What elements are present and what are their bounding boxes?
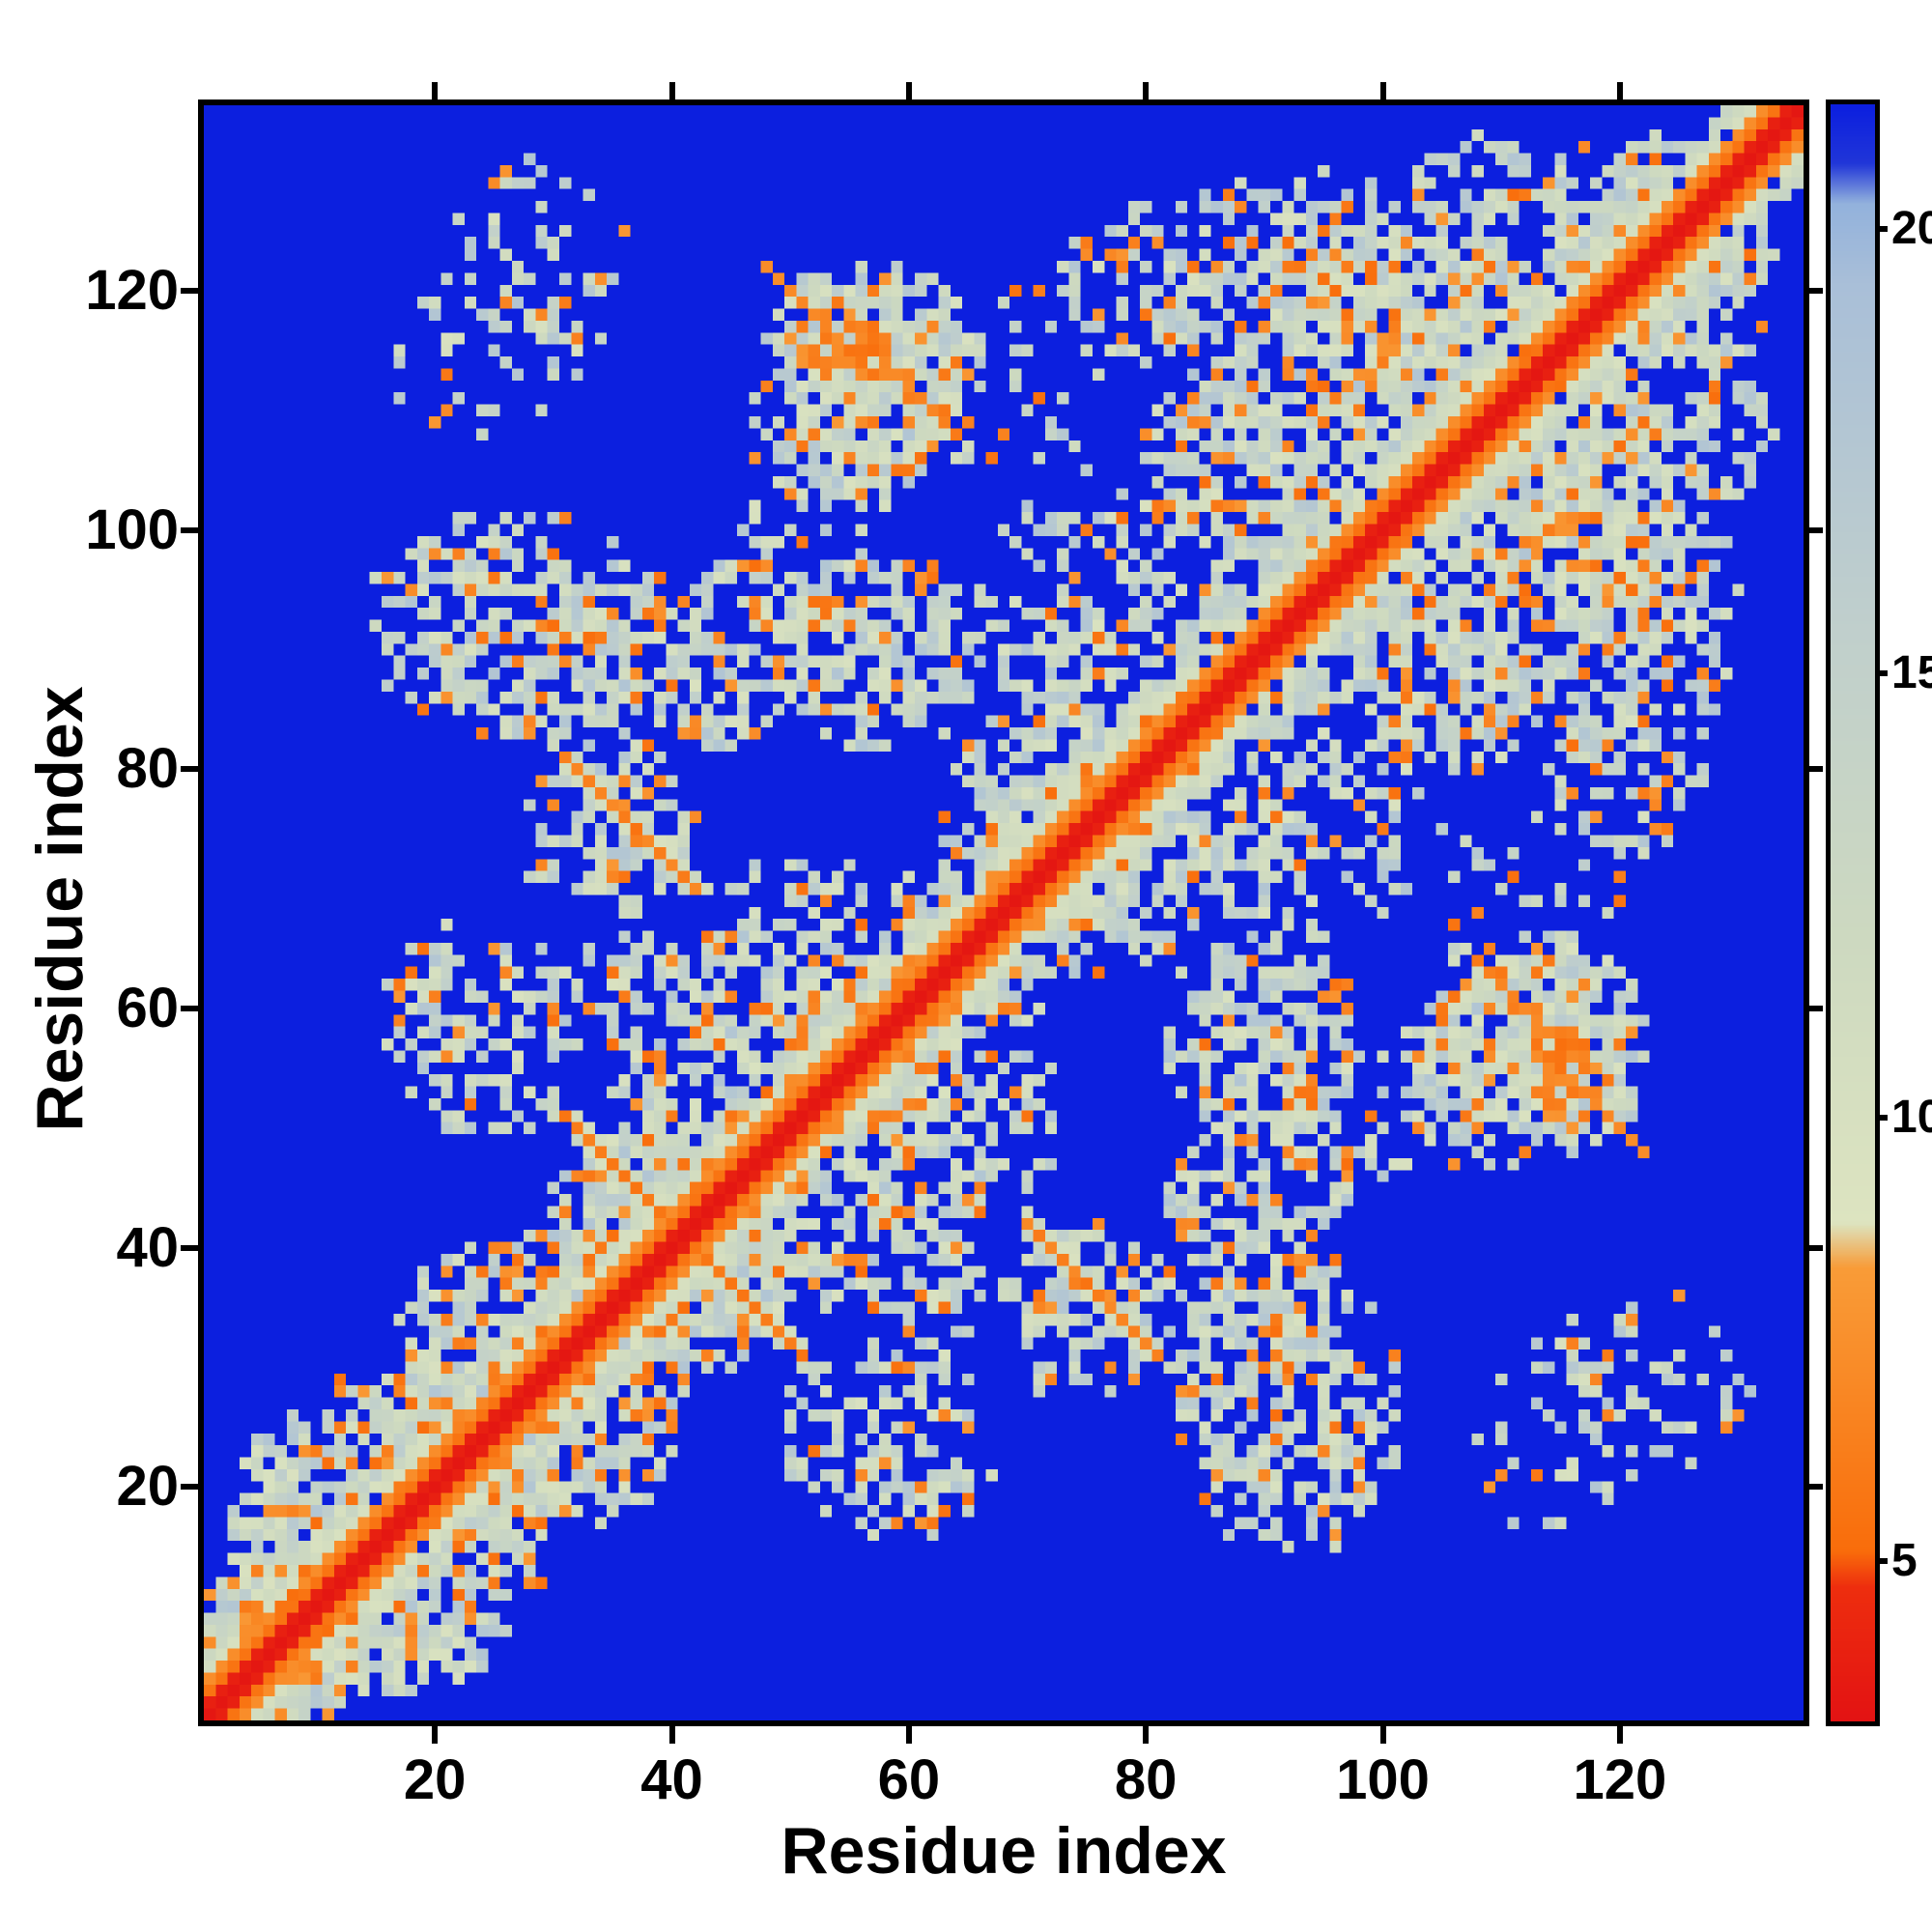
x-tick-label: 80 [1114,1748,1178,1811]
y-axis-label: Residue index [23,686,97,1132]
x-axis-label: Residue index [781,1814,1227,1888]
y-axis-right-tick [1809,1484,1823,1491]
x-axis-tick [432,1726,439,1744]
x-axis-tick [1379,1726,1386,1744]
plot-area [198,99,1809,1726]
x-tick-label: 60 [877,1748,941,1811]
colorbar-tick-label: 10 [1891,1091,1932,1143]
x-axis-tick [905,1726,912,1744]
y-axis-tick [181,287,198,294]
y-tick-label: 20 [116,1455,179,1519]
x-tick-label: 20 [403,1748,467,1811]
y-tick-label: 100 [85,497,179,561]
colorbar-tick-label: 20 [1891,202,1932,254]
y-axis-right-tick [1809,1006,1823,1012]
y-tick-label: 40 [116,1215,179,1279]
colorbar-tick-label: 5 [1891,1535,1918,1587]
colorbar-canvas [1831,104,1875,1721]
y-tick-label: 120 [85,258,179,322]
y-axis-tick [181,766,198,773]
y-axis-tick [181,1244,198,1251]
colorbar-tick [1880,1558,1888,1565]
x-tick-label: 120 [1573,1748,1667,1811]
x-axis-top-tick [905,82,912,99]
colorbar-tick [1880,669,1888,676]
x-axis-tick [668,1726,675,1744]
x-axis-tick [1143,1726,1150,1744]
x-axis-tick [1616,1726,1623,1744]
y-axis-right-tick [1809,287,1823,294]
colorbar [1826,99,1880,1726]
y-tick-label: 80 [116,737,179,801]
x-axis-top-tick [1143,82,1150,99]
x-axis-top-tick [668,82,675,99]
x-tick-label: 40 [640,1748,703,1811]
colorbar-tick [1880,225,1888,232]
colorbar-tick-label: 15 [1891,646,1932,698]
x-tick-label: 100 [1336,1748,1430,1811]
y-axis-tick [181,1484,198,1491]
x-axis-top-tick [1616,82,1623,99]
y-axis-right-tick [1809,526,1823,533]
x-axis-top-tick [432,82,439,99]
heatmap-canvas [204,105,1804,1720]
y-axis-right-tick [1809,766,1823,773]
y-axis-right-tick [1809,1244,1823,1251]
y-axis-tick [181,526,198,533]
y-axis-tick [181,1006,198,1012]
colorbar-tick [1880,1114,1888,1121]
y-tick-label: 60 [116,977,179,1040]
x-axis-top-tick [1379,82,1386,99]
